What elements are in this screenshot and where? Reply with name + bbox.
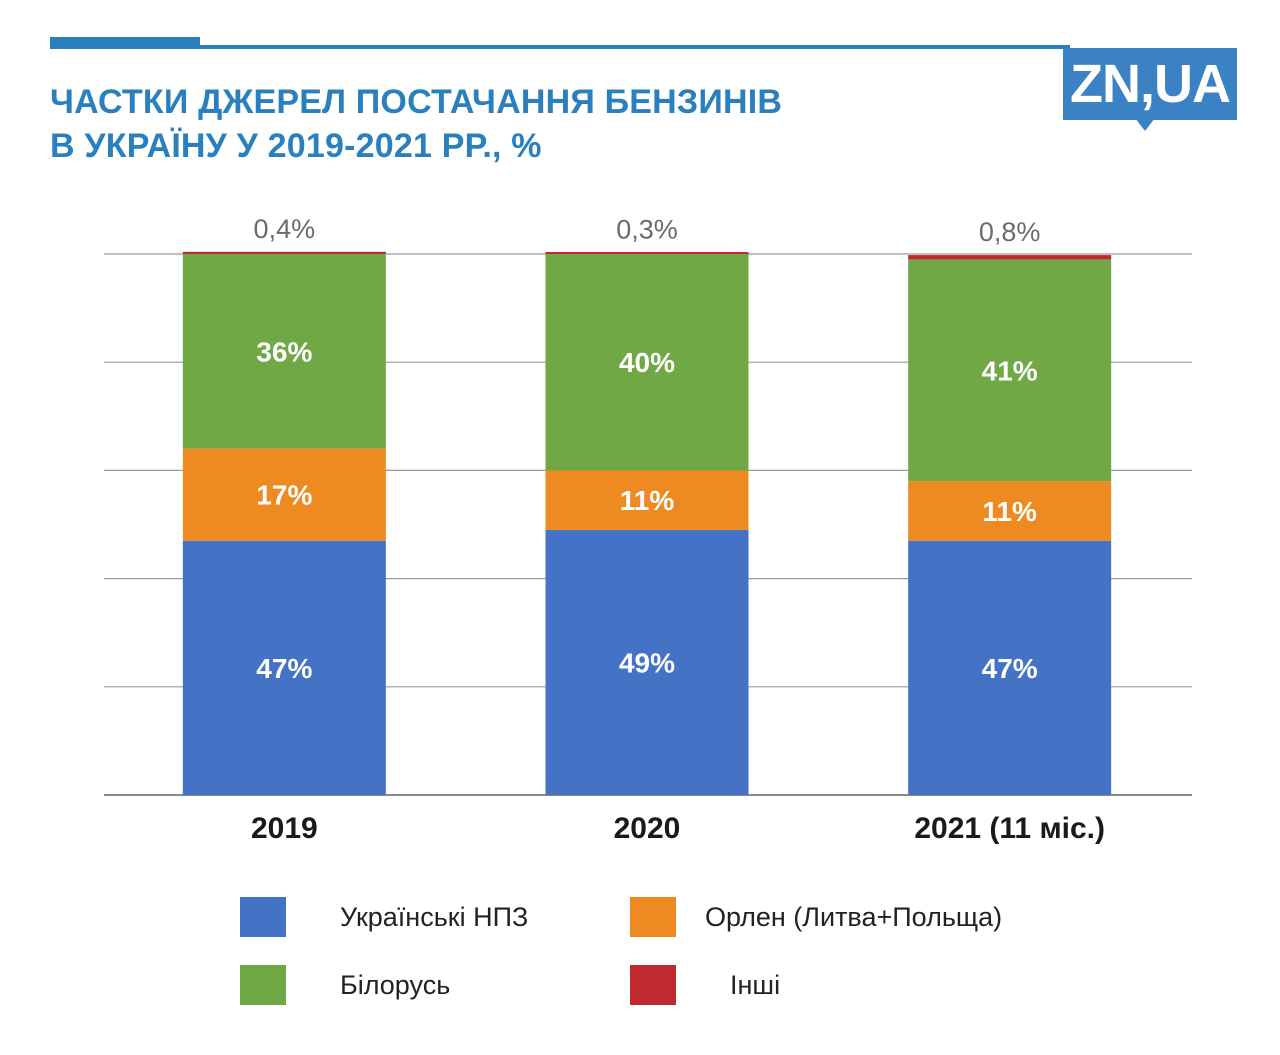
chart-title-line-1: ЧАСТКИ ДЖЕРЕЛ ПОСТАЧАННЯ БЕНЗИНІВ bbox=[50, 83, 783, 121]
bar-segment-2-4 bbox=[545, 252, 749, 254]
logo-text: ZN,UA bbox=[1070, 54, 1231, 114]
legend-label: Білорусь bbox=[340, 970, 451, 1000]
bars bbox=[182, 251, 1112, 795]
x-tick-label: 2020 bbox=[614, 812, 681, 845]
zn-ua-logo: ZN,UA bbox=[1063, 48, 1237, 120]
header-rule bbox=[200, 45, 1070, 49]
logo-speech-tail-icon bbox=[1135, 118, 1155, 131]
x-axis: 2019 2020 2021 (11 міс.) bbox=[251, 812, 1105, 845]
data-label: 47% bbox=[256, 653, 312, 684]
data-label: 11% bbox=[620, 485, 675, 516]
header-accent-bar bbox=[50, 37, 200, 49]
bar-segment-2-3 bbox=[545, 254, 749, 471]
bar-segment-3-4 bbox=[908, 255, 1112, 260]
data-label: 47% bbox=[982, 653, 1038, 684]
data-label: 0,4% bbox=[254, 214, 316, 244]
bar-segment-2-1 bbox=[545, 529, 749, 795]
chart-title-line-2: В УКРАЇНУ У 2019-2021 РР., % bbox=[50, 127, 542, 165]
legend-label: Орлен (Литва+Польща) bbox=[705, 902, 1003, 932]
legend-swatch bbox=[240, 897, 286, 937]
data-label: 40% bbox=[619, 347, 675, 378]
data-labels: 47% 17% 36% 0,4% 49% 11% 40% 0,3% 47% 11% 41% 0,8% bbox=[254, 214, 1041, 684]
legend-label: Українські НПЗ bbox=[340, 902, 529, 932]
data-label: 0,8% bbox=[979, 217, 1041, 247]
bar-segment-1-1 bbox=[182, 540, 386, 795]
data-label: 49% bbox=[619, 647, 675, 678]
legend-swatch bbox=[630, 897, 676, 937]
data-label: 36% bbox=[256, 336, 312, 367]
bar-segment-1-4 bbox=[182, 251, 386, 254]
bar-segment-1-3 bbox=[182, 254, 386, 449]
bar-segment-3-2 bbox=[908, 481, 1112, 541]
bar-segment-3-1 bbox=[908, 540, 1112, 795]
data-label: 41% bbox=[982, 355, 1038, 386]
bar-segment-2-2 bbox=[545, 470, 749, 530]
data-label: 11% bbox=[982, 496, 1037, 527]
data-label: 17% bbox=[256, 480, 312, 511]
data-label: 0,3% bbox=[616, 214, 678, 244]
legend-label: Інші bbox=[730, 970, 781, 1000]
chart-title: ЧАСТКИ ДЖЕРЕЛ ПОСТАЧАННЯ БЕНЗИНІВ В УКРА… bbox=[50, 80, 782, 168]
bar-segment-1-2 bbox=[182, 448, 386, 541]
legend-swatch bbox=[240, 965, 286, 1005]
bar-segment-3-3 bbox=[908, 259, 1112, 482]
x-tick-label: 2021 (11 міс.) bbox=[914, 812, 1105, 845]
legend-swatch bbox=[630, 965, 676, 1005]
x-tick-label: 2019 bbox=[251, 812, 318, 845]
